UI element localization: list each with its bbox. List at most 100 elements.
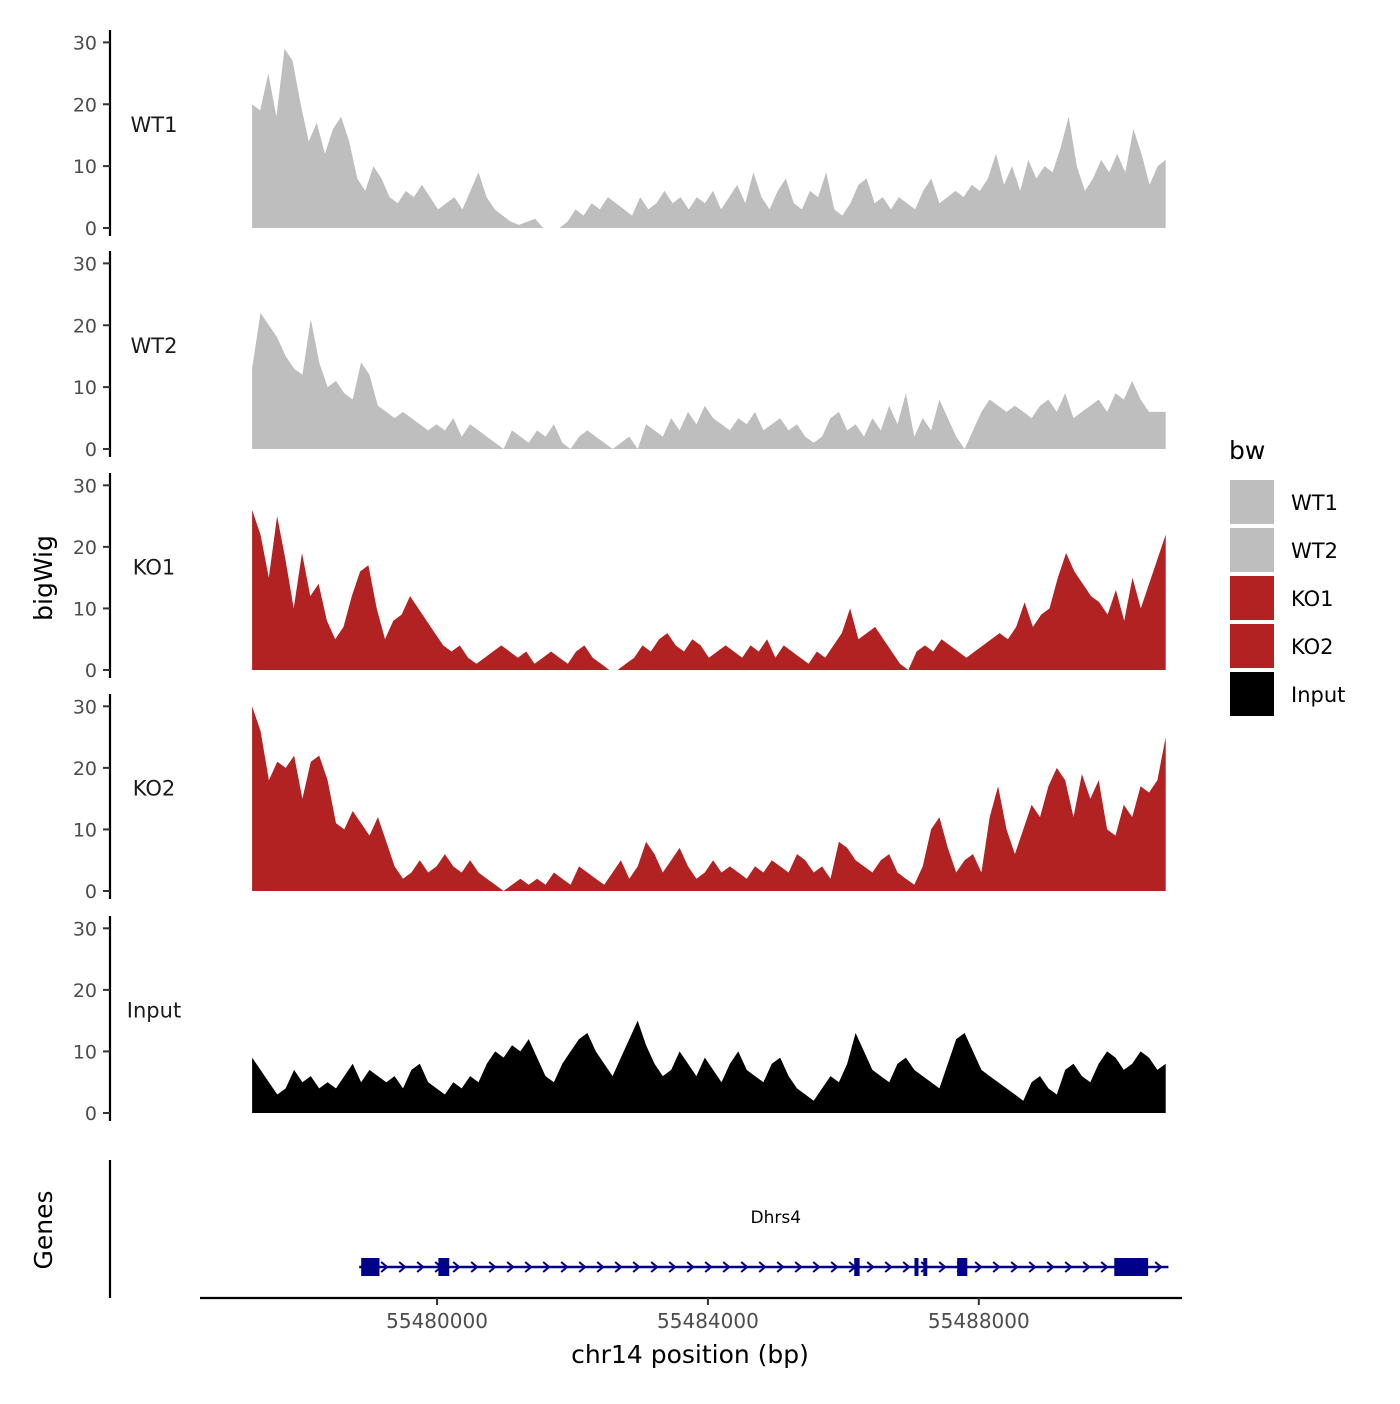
legend: bw WT1 WT2 KO1 KO2 Input <box>1229 436 1345 716</box>
y-tick-label: 10 <box>73 1041 97 1063</box>
y-tick-label: 20 <box>73 94 97 116</box>
strand-arrow <box>902 1261 911 1273</box>
track-label: KO2 <box>133 777 176 801</box>
strand-arrow <box>992 1261 1001 1273</box>
x-tick-label: 55484000 <box>657 1309 759 1333</box>
y-tick-label: 20 <box>73 980 97 1002</box>
legend-title: bw <box>1229 436 1265 465</box>
y-tick-label: 30 <box>73 32 97 54</box>
track-area <box>252 312 1166 449</box>
exon <box>923 1258 928 1276</box>
x-axis-label: chr14 position (bp) <box>571 1340 809 1369</box>
strand-arrow <box>1064 1261 1073 1273</box>
y-tick-label: 0 <box>85 881 97 903</box>
x-tick-label: 55480000 <box>386 1309 488 1333</box>
strand-arrow <box>578 1261 587 1273</box>
strand-arrow <box>470 1261 479 1273</box>
track-input: 0 10 20 30 Input <box>73 916 1166 1125</box>
track-area <box>252 509 1166 670</box>
strand-arrow <box>542 1261 551 1273</box>
strand-arrow <box>452 1261 461 1273</box>
exon <box>1114 1258 1149 1276</box>
strand-arrow <box>776 1261 785 1273</box>
legend-label: WT2 <box>1291 539 1338 563</box>
strand-arrow <box>722 1261 731 1273</box>
y-tick-label: 30 <box>73 696 97 718</box>
exon <box>957 1258 968 1276</box>
y-tick-label: 20 <box>73 537 97 559</box>
strand-arrow <box>794 1261 803 1273</box>
x-axis: 55480000 55484000 55488000 <box>200 1296 1182 1333</box>
legend-label: WT1 <box>1291 491 1338 515</box>
y-tick-label: 10 <box>73 377 97 399</box>
legend-key <box>1230 576 1274 620</box>
strand-arrow <box>1046 1261 1055 1273</box>
y-tick-label: 20 <box>73 758 97 780</box>
strand-arrow <box>488 1261 497 1273</box>
strand-arrow <box>1154 1261 1163 1273</box>
gene-label: Dhrs4 <box>751 1208 802 1228</box>
y-tick-label: 30 <box>73 475 97 497</box>
track-ko1: 0 10 20 30 KO1 <box>73 473 1166 682</box>
strand-arrow <box>650 1261 659 1273</box>
strand-arrow <box>524 1261 533 1273</box>
strand-arrow <box>884 1261 893 1273</box>
track-label: WT2 <box>131 334 178 358</box>
y-tick-label: 30 <box>73 918 97 940</box>
strand-arrow <box>1082 1261 1091 1273</box>
y-tick-label: 0 <box>85 660 97 682</box>
strand-arrow <box>938 1261 947 1273</box>
strand-arrow <box>866 1261 875 1273</box>
legend-key <box>1230 624 1274 668</box>
exon <box>914 1258 919 1276</box>
track-area <box>252 48 1166 228</box>
y-tick-label: 10 <box>73 156 97 178</box>
exon <box>854 1258 860 1276</box>
strand-arrow <box>1100 1261 1109 1273</box>
strand-arrow <box>704 1261 713 1273</box>
strand-arrow <box>758 1261 767 1273</box>
strand-arrow <box>830 1261 839 1273</box>
strand-arrow <box>812 1261 821 1273</box>
strand-arrow <box>506 1261 515 1273</box>
strand-arrow <box>668 1261 677 1273</box>
track-wt1: 0 10 20 30 WT1 <box>73 30 1166 240</box>
strand-arrow <box>974 1261 983 1273</box>
legend-label: Input <box>1291 683 1345 707</box>
strand-arrow <box>1010 1261 1019 1273</box>
x-tick-label: 55488000 <box>928 1309 1030 1333</box>
legend-label: KO2 <box>1291 635 1334 659</box>
track-area <box>252 1020 1166 1113</box>
strand-arrow <box>416 1261 425 1273</box>
track-label: KO1 <box>133 556 176 580</box>
strand-arrow <box>398 1261 407 1273</box>
exon <box>438 1258 450 1276</box>
legend-key <box>1230 672 1274 716</box>
exon <box>361 1258 380 1276</box>
tracks-layer: 0 10 20 30 WT1 0 10 20 30 WT2 0 10 20 30 KO1 0 10 20 30 KO2… <box>73 30 1166 1125</box>
legend-key <box>1230 528 1274 572</box>
y-axis-label: bigWig <box>29 535 58 621</box>
track-label: WT1 <box>131 113 178 137</box>
track-label: Input <box>127 999 181 1023</box>
y-tick-label: 10 <box>73 819 97 841</box>
y-tick-label: 0 <box>85 1103 97 1125</box>
strand-arrow <box>614 1261 623 1273</box>
y-tick-label: 20 <box>73 315 97 337</box>
legend-key <box>1230 480 1274 524</box>
legend-label: KO1 <box>1291 587 1334 611</box>
strand-arrow <box>686 1261 695 1273</box>
track-wt2: 0 10 20 30 WT2 <box>73 251 1166 461</box>
track-ko2: 0 10 20 30 KO2 <box>73 694 1166 903</box>
strand-arrow <box>1028 1261 1037 1273</box>
y-tick-label: 0 <box>85 218 97 240</box>
genes-layer: Dhrs4 <box>108 1160 1169 1298</box>
strand-arrow <box>596 1261 605 1273</box>
strand-arrow <box>560 1261 569 1273</box>
y-tick-label: 30 <box>73 253 97 275</box>
strand-arrow <box>380 1261 389 1273</box>
track-area <box>252 706 1166 891</box>
y-tick-label: 10 <box>73 598 97 620</box>
